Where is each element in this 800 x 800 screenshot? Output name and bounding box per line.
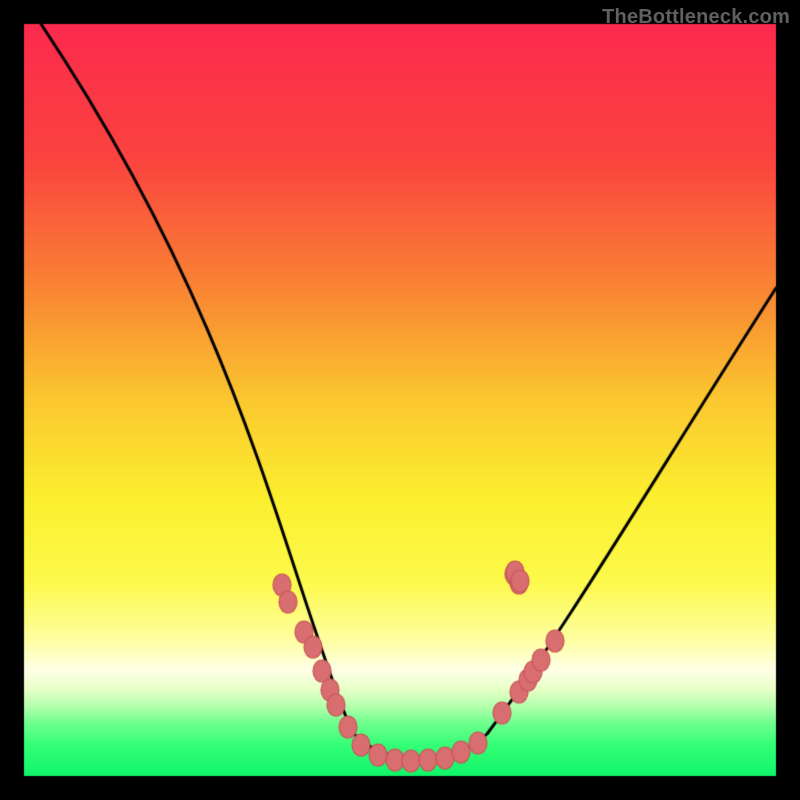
- watermark-text: TheBottleneck.com: [602, 6, 790, 29]
- bottleneck-chart: [0, 0, 800, 800]
